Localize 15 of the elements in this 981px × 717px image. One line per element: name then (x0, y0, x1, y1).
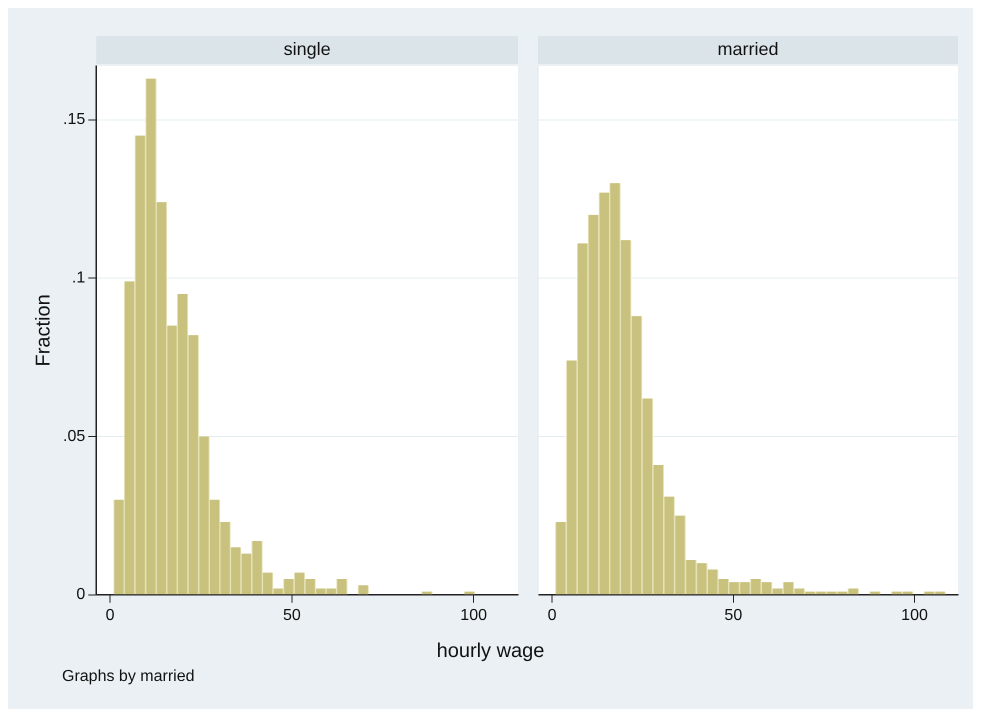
x-tick-label: 50 (282, 606, 301, 624)
x-axis-title: hourly wage (436, 640, 546, 663)
y-tick-label: .05 (62, 428, 86, 445)
x-tick-label: 100 (901, 606, 928, 624)
y-tick-label: 0 (76, 586, 86, 604)
chart-title: single (284, 38, 331, 59)
y-tick-label: .15 (62, 111, 86, 128)
x-tick-label: 0 (106, 606, 115, 624)
x-tick-label: 50 (724, 606, 742, 624)
x-tick-label: 100 (460, 606, 488, 624)
y-tick-label: .1 (72, 270, 86, 287)
x-tick-label: 0 (548, 606, 557, 624)
y-axis-title: Fraction (32, 294, 55, 367)
chart-title: married (717, 38, 779, 59)
text: Graphs by married (62, 668, 194, 686)
